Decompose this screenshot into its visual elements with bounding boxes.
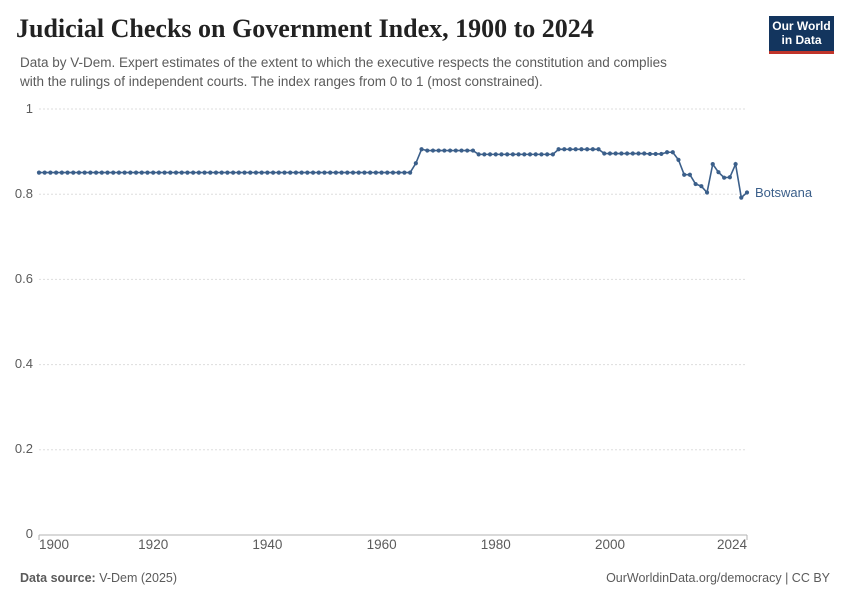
svg-text:1: 1	[26, 101, 33, 116]
svg-text:Botswana: Botswana	[755, 185, 813, 200]
svg-text:2024: 2024	[717, 537, 748, 552]
svg-text:0.8: 0.8	[15, 186, 33, 201]
svg-text:0.4: 0.4	[15, 356, 33, 371]
svg-text:0.2: 0.2	[15, 441, 33, 456]
svg-text:1900: 1900	[39, 537, 69, 552]
svg-text:1960: 1960	[367, 537, 397, 552]
svg-text:0.6: 0.6	[15, 271, 33, 286]
svg-text:1920: 1920	[138, 537, 168, 552]
svg-text:1980: 1980	[481, 537, 511, 552]
svg-text:2000: 2000	[595, 537, 625, 552]
svg-text:0: 0	[26, 526, 33, 541]
svg-text:1940: 1940	[252, 537, 282, 552]
